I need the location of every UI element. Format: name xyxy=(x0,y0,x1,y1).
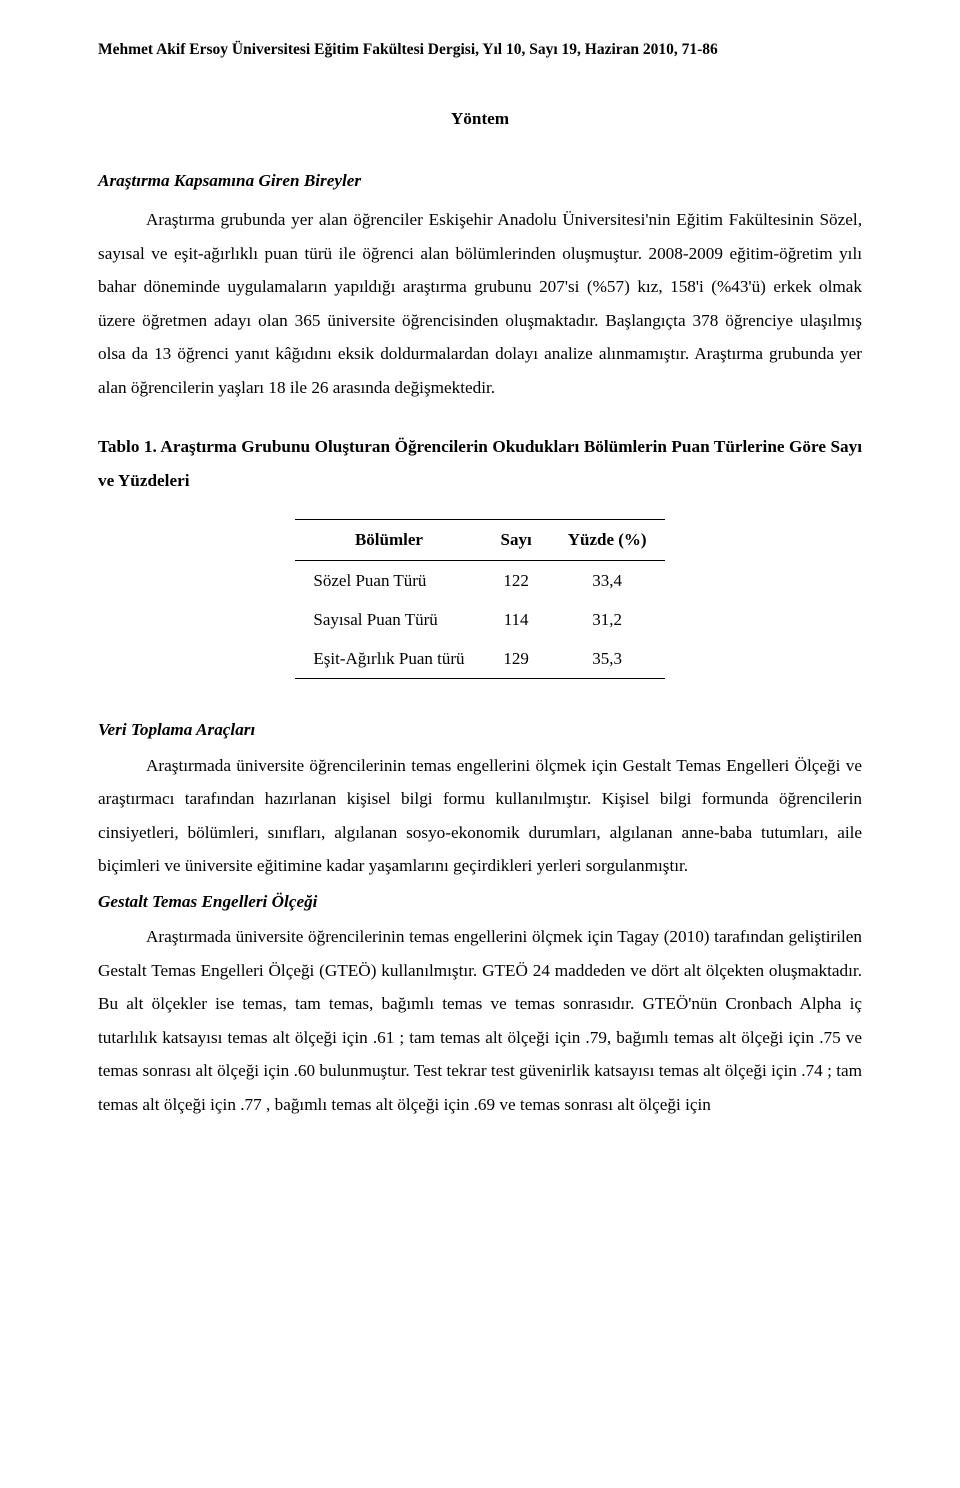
cell-pct: 31,2 xyxy=(550,600,665,639)
subheading-participants: Araştırma Kapsamına Giren Bireyler xyxy=(98,164,862,198)
journal-header: Mehmet Akif Ersoy Üniversitesi Eğitim Fa… xyxy=(98,40,862,60)
subheading-instruments: Veri Toplama Araçları xyxy=(98,713,862,747)
paragraph-instruments: Araştırmada üniversite öğrencilerinin te… xyxy=(98,749,862,883)
table-caption: Tablo 1. Araştırma Grubunu Oluşturan Öğr… xyxy=(98,430,862,497)
paragraph-gteo: Araştırmada üniversite öğrencilerinin te… xyxy=(98,920,862,1121)
paragraph-participants: Araştırma grubunda yer alan öğrenciler E… xyxy=(98,203,862,404)
section-title: Yöntem xyxy=(98,102,862,136)
cell-count: 122 xyxy=(483,560,550,600)
cell-count: 129 xyxy=(483,639,550,679)
cell-count: 114 xyxy=(483,600,550,639)
subheading-gteo: Gestalt Temas Engelleri Ölçeği xyxy=(98,885,862,919)
col-sayi: Sayı xyxy=(483,520,550,560)
table-header-row: Bölümler Sayı Yüzde (%) xyxy=(295,520,664,560)
departments-table: Bölümler Sayı Yüzde (%) Sözel Puan Türü … xyxy=(295,519,664,679)
cell-label: Sayısal Puan Türü xyxy=(295,600,482,639)
table-row: Sözel Puan Türü 122 33,4 xyxy=(295,560,664,600)
cell-pct: 33,4 xyxy=(550,560,665,600)
cell-pct: 35,3 xyxy=(550,639,665,679)
table-row: Sayısal Puan Türü 114 31,2 xyxy=(295,600,664,639)
table-row: Eşit-Ağırlık Puan türü 129 35,3 xyxy=(295,639,664,679)
col-yuzde: Yüzde (%) xyxy=(550,520,665,560)
col-bolumler: Bölümler xyxy=(295,520,482,560)
cell-label: Eşit-Ağırlık Puan türü xyxy=(295,639,482,679)
cell-label: Sözel Puan Türü xyxy=(295,560,482,600)
